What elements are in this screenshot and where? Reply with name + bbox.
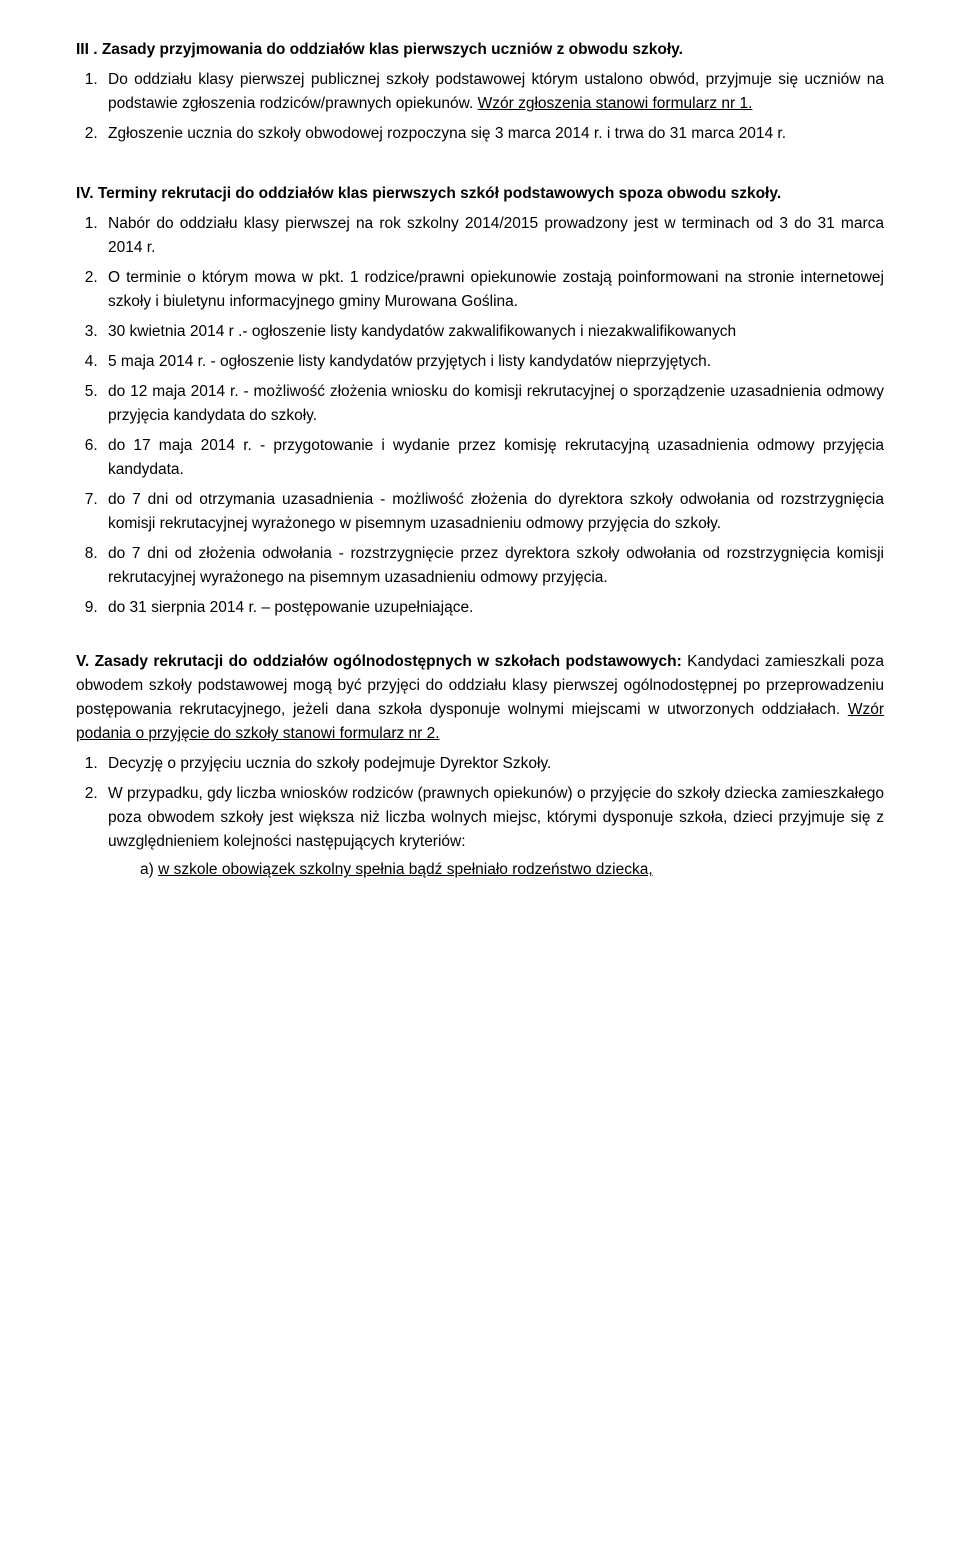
section-5-list: Decyzję o przyjęciu ucznia do szkoły pod… — [76, 752, 884, 882]
text: Decyzję o przyjęciu ucznia do szkoły pod… — [108, 755, 551, 772]
section-3-heading: III . Zasady przyjmowania do oddziałów k… — [76, 38, 884, 62]
text: W przypadku, gdy liczba wniosków rodzicó… — [108, 785, 884, 850]
text: 30 kwietnia 2014 r .- ogłoszenie listy k… — [108, 323, 736, 340]
section-5-heading: V. Zasady rekrutacji do oddziałów ogólno… — [76, 653, 682, 670]
list-item: O terminie o którym mowa w pkt. 1 rodzic… — [102, 266, 884, 314]
sub-label: a) — [140, 861, 158, 878]
list-item: do 17 maja 2014 r. - przygotowanie i wyd… — [102, 434, 884, 482]
sub-item-a: a) w szkole obowiązek szkolny spełnia bą… — [108, 858, 884, 882]
text: do 7 dni od złożenia odwołania - rozstrz… — [108, 545, 884, 586]
section-3-list: Do oddziału klasy pierwszej publicznej s… — [76, 68, 884, 146]
list-item: do 12 maja 2014 r. - możliwość złożenia … — [102, 380, 884, 428]
list-item: Zgłoszenie ucznia do szkoły obwodowej ro… — [102, 122, 884, 146]
section-4-heading: IV. Terminy rekrutacji do oddziałów klas… — [76, 182, 884, 206]
section-4-list: Nabór do oddziału klasy pierwszej na rok… — [76, 212, 884, 620]
list-item: Nabór do oddziału klasy pierwszej na rok… — [102, 212, 884, 260]
list-item: Do oddziału klasy pierwszej publicznej s… — [102, 68, 884, 116]
section-5-intro: V. Zasady rekrutacji do oddziałów ogólno… — [76, 650, 884, 746]
underlined-text: w szkole obowiązek szkolny spełnia bądź … — [158, 861, 653, 878]
list-item: 30 kwietnia 2014 r .- ogłoszenie listy k… — [102, 320, 884, 344]
section-5: V. Zasady rekrutacji do oddziałów ogólno… — [76, 650, 884, 882]
text: O terminie o którym mowa w pkt. 1 rodzic… — [108, 269, 884, 310]
spacer — [76, 152, 884, 182]
text: do 12 maja 2014 r. - możliwość złożenia … — [108, 383, 884, 424]
text: Zgłoszenie ucznia do szkoły obwodowej ro… — [108, 125, 786, 142]
list-item: do 31 sierpnia 2014 r. – postępowanie uz… — [102, 596, 884, 620]
document-page: III . Zasady przyjmowania do oddziałów k… — [0, 0, 960, 926]
text: 5 maja 2014 r. - ogłoszenie listy kandyd… — [108, 353, 711, 370]
text: Nabór do oddziału klasy pierwszej na rok… — [108, 215, 884, 256]
text: do 31 sierpnia 2014 r. – postępowanie uz… — [108, 599, 473, 616]
list-item: do 7 dni od otrzymania uzasadnienia - mo… — [102, 488, 884, 536]
text: do 7 dni od otrzymania uzasadnienia - mo… — [108, 491, 884, 532]
list-item: do 7 dni od złożenia odwołania - rozstrz… — [102, 542, 884, 590]
list-item: 5 maja 2014 r. - ogłoszenie listy kandyd… — [102, 350, 884, 374]
list-item: Decyzję o przyjęciu ucznia do szkoły pod… — [102, 752, 884, 776]
list-item: W przypadku, gdy liczba wniosków rodzicó… — [102, 782, 884, 882]
underlined-text: Wzór zgłoszenia stanowi formularz nr 1. — [478, 95, 753, 112]
text: do 17 maja 2014 r. - przygotowanie i wyd… — [108, 437, 884, 478]
